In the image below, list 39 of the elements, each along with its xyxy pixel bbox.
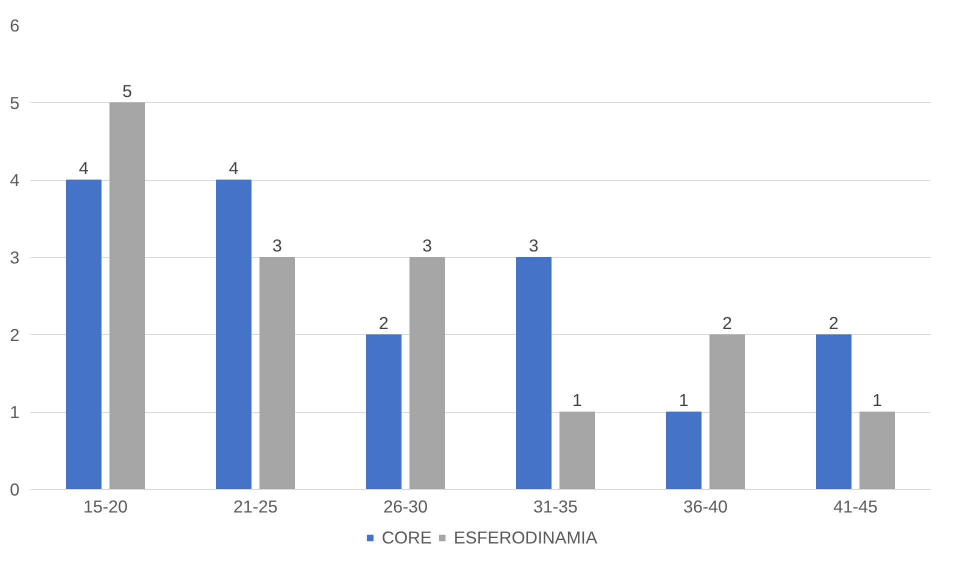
data-label: 3 bbox=[528, 236, 539, 256]
bar bbox=[366, 334, 402, 490]
x-tick-label: 31-35 bbox=[533, 496, 578, 516]
y-tick-label: 4 bbox=[10, 170, 20, 190]
data-label: 2 bbox=[378, 312, 389, 333]
bar bbox=[216, 180, 252, 490]
x-tick-label: 21-25 bbox=[233, 496, 278, 516]
y-tick-label: 2 bbox=[10, 324, 20, 345]
data-label: 4 bbox=[78, 158, 89, 178]
bar bbox=[410, 257, 445, 490]
bar bbox=[666, 412, 702, 490]
x-tick-label: 15-20 bbox=[83, 496, 128, 516]
data-label: 2 bbox=[722, 312, 732, 333]
data-label: 1 bbox=[572, 390, 582, 410]
legend-label: CORE bbox=[382, 527, 432, 548]
y-tick-label: 3 bbox=[10, 248, 20, 268]
bar bbox=[710, 334, 745, 490]
bar bbox=[560, 412, 595, 490]
x-tick-label: 36-40 bbox=[683, 496, 728, 516]
legend-label: ESFERODINAMIA bbox=[454, 527, 598, 548]
data-label: 2 bbox=[828, 312, 839, 333]
x-tick-label: 41-45 bbox=[833, 496, 878, 516]
bar bbox=[516, 257, 552, 490]
y-tick-label: 5 bbox=[10, 92, 20, 113]
data-label: 4 bbox=[228, 158, 239, 178]
x-tick-label: 26-30 bbox=[383, 496, 428, 516]
bar bbox=[66, 180, 102, 490]
y-tick-label: 0 bbox=[10, 480, 20, 500]
data-label: 3 bbox=[272, 236, 282, 256]
y-tick-label: 6 bbox=[10, 16, 20, 36]
bar bbox=[260, 257, 295, 490]
data-label: 5 bbox=[122, 80, 132, 101]
y-tick-label: 1 bbox=[10, 402, 20, 422]
bar bbox=[110, 102, 145, 490]
data-label: 3 bbox=[422, 236, 432, 256]
bar bbox=[860, 412, 895, 490]
bar bbox=[816, 334, 852, 490]
data-label: 1 bbox=[678, 390, 689, 410]
data-label: 1 bbox=[872, 390, 882, 410]
